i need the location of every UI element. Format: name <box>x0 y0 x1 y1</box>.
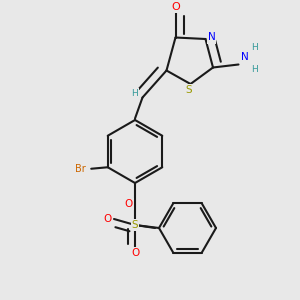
Text: H: H <box>252 44 258 52</box>
Text: O: O <box>124 199 133 209</box>
Text: O: O <box>131 248 139 259</box>
Text: N: N <box>208 32 215 43</box>
Text: O: O <box>104 214 112 224</box>
Text: O: O <box>171 2 180 12</box>
Text: S: S <box>186 85 192 95</box>
Text: N: N <box>241 52 249 62</box>
Text: Br: Br <box>75 164 86 174</box>
Text: H: H <box>132 88 138 98</box>
Text: S: S <box>132 220 138 230</box>
Text: H: H <box>252 64 258 74</box>
